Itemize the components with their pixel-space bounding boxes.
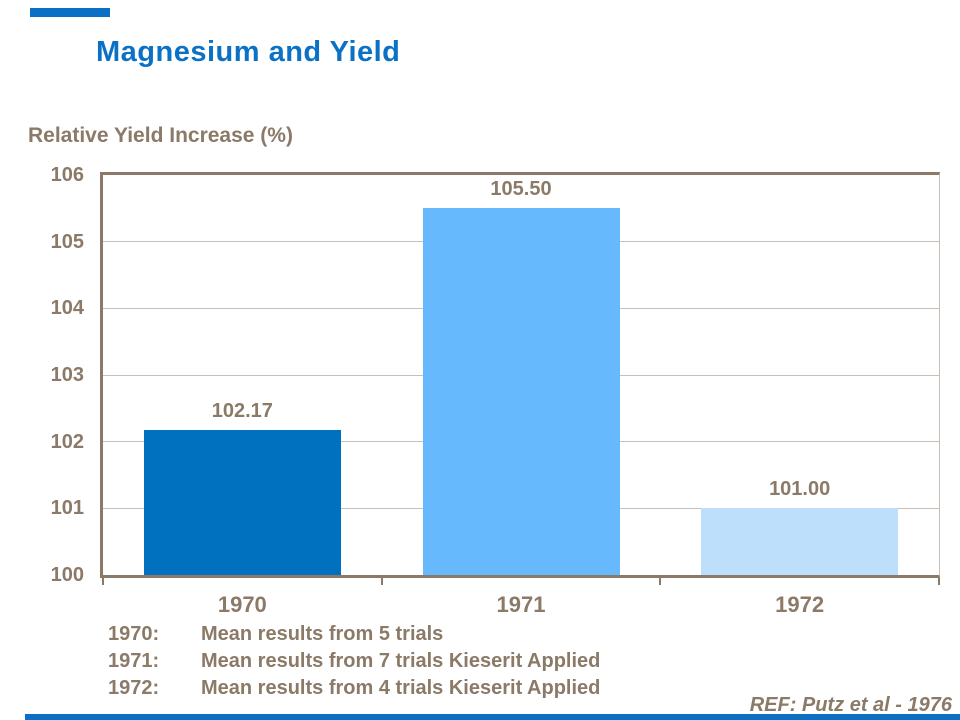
plot-area: 102.17 105.50 101.00: [100, 172, 940, 578]
footnote-1970: 1970: Mean results from 5 trials: [108, 621, 600, 648]
x-category-label-1970: 1970: [217, 592, 267, 617]
footnote-1972: 1972: Mean results from 4 trials Kieseri…: [108, 675, 600, 702]
footnote-text: Mean results from 4 trials Kieserit Appl…: [201, 677, 601, 699]
x-axis-tick-3: [938, 578, 940, 585]
footnote-year-label: 1972:: [108, 677, 160, 699]
footnote-1971: 1971: Mean results from 7 trials Kieseri…: [108, 648, 600, 675]
bar-1971: [422, 208, 620, 575]
bar-value-1972: 101.00: [769, 478, 831, 501]
y-tick-label-106: 106: [50, 164, 84, 186]
top-accent-bar: [30, 8, 110, 17]
bar-value-1971: 105.50: [490, 178, 552, 201]
footnote-text: Mean results from 5 trials: [201, 623, 444, 645]
y-axis-title: Relative Yield Increase (%): [28, 124, 293, 147]
reference-note: REF: Putz et al - 1976: [749, 694, 952, 716]
footnote-year-label: 1970:: [108, 623, 160, 645]
page-title: Magnesium and Yield: [96, 36, 401, 68]
footnote-text: Mean results from 7 trials Kieserit Appl…: [201, 650, 601, 672]
x-category-label-1971: 1971: [496, 592, 546, 617]
bar-1972: [701, 508, 899, 575]
y-tick-label-102: 102: [50, 430, 84, 453]
footnote-year-label: 1971:: [108, 650, 160, 672]
y-tick-label-100: 100: [50, 564, 84, 586]
bottom-accent-bar: [25, 714, 960, 720]
x-axis-tick-2: [659, 578, 662, 585]
y-tick-label-101: 101: [50, 497, 84, 520]
y-tick-label-105: 105: [50, 230, 84, 253]
y-tick-label-104: 104: [50, 297, 84, 320]
footnotes: 1970: Mean results from 5 trials 1971: M…: [108, 621, 600, 702]
x-axis-tick-1: [380, 578, 383, 585]
y-tick-label-103: 103: [50, 364, 84, 386]
x-category-label-1972: 1972: [775, 592, 825, 617]
bar-value-1970: 102.17: [211, 400, 273, 423]
x-axis-tick-0: [102, 578, 104, 585]
bar-1970: [143, 430, 341, 575]
